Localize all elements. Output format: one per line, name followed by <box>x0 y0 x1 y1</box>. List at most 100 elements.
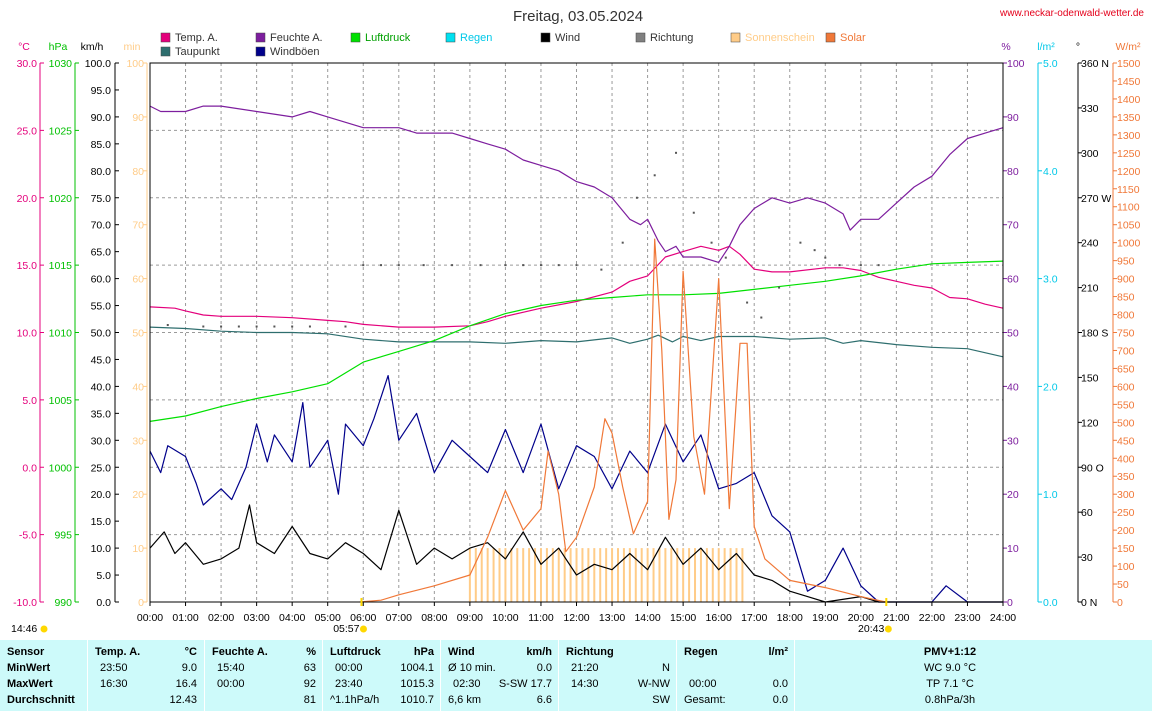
current-time-label: 14:46 <box>11 623 37 635</box>
sunrise-label: 05:57 <box>333 623 359 635</box>
legend-swatch <box>160 32 171 43</box>
direction-dot <box>675 151 678 154</box>
direction-dot <box>397 264 400 267</box>
solar-tick-label: 1150 <box>1117 184 1140 196</box>
time-tick-label: 22:00 <box>919 612 945 624</box>
stats-direction-max: W-NW <box>637 678 670 690</box>
sun-events: 05:57 20:43 14:46 <box>11 598 892 635</box>
solar-tick-label: 1050 <box>1117 220 1141 232</box>
stats-temp-max-time: 16:30 <box>100 678 128 690</box>
direction-dot <box>479 264 482 267</box>
plot-border <box>149 62 1004 603</box>
direction-dot <box>635 196 638 199</box>
solar-tick-label: 850 <box>1117 292 1135 304</box>
humidity-tick-label: 70 <box>1007 220 1019 232</box>
solar-tick-label: 1350 <box>1117 112 1141 124</box>
legend-label: Wind <box>555 32 580 44</box>
time-tick-label: 02:00 <box>208 612 234 624</box>
stats-pressure-col: Luftdruck hPa 00:00 23:40 ^1.1hPa/h 1004… <box>323 640 441 711</box>
pressure-axis-unit: hPa <box>49 41 68 53</box>
pressure-tick-label: 1020 <box>49 193 73 205</box>
stats-pressure-header: Luftdruck <box>330 646 381 658</box>
legend-swatch <box>445 32 456 43</box>
wind-tick-label: 45.0 <box>91 354 112 366</box>
wind-tick-label: 5.0 <box>96 570 111 582</box>
direction-dot <box>166 324 169 327</box>
direction-dot <box>522 264 525 267</box>
stats-pressure-trend: ^1.1hPa/h <box>330 694 380 706</box>
direction-tick-label: 270 W <box>1081 193 1111 205</box>
direction-dot <box>653 174 656 177</box>
sun-tick-label: 100 <box>126 58 144 70</box>
direction-tick-label: 360 N <box>1081 58 1109 70</box>
wind-tick-label: 40.0 <box>91 381 112 393</box>
stats-pressure-avg: 1010.7 <box>400 694 434 706</box>
direction-dot <box>202 325 205 328</box>
solar-tick-label: 800 <box>1117 310 1135 322</box>
stats-pmv-col: PMV+1:12 WC 9.0 °C TP 7.1 °C 0.8hPa/3h <box>795 640 1152 711</box>
pressure-tick-label: 995 <box>54 530 72 542</box>
time-tick-label: 19:00 <box>812 612 838 624</box>
stats-pressure-max: 1015.3 <box>400 678 434 690</box>
time-tick-label: 08:00 <box>421 612 447 624</box>
time-tick-label: 00:00 <box>137 612 163 624</box>
time-tick-label: 07:00 <box>386 612 412 624</box>
humidity-tick-label: 80 <box>1007 166 1019 178</box>
wind-tick-label: 90.0 <box>91 112 112 124</box>
site-link[interactable]: www.neckar-odenwald-wetter.de <box>999 8 1144 19</box>
rain-tick-label: 3.0 <box>1043 274 1058 286</box>
stats-direction-min-time: 21:20 <box>571 662 599 674</box>
wind-tick-label: 30.0 <box>91 435 112 447</box>
direction-tick-label: 210 <box>1081 283 1099 295</box>
legend-label: Feuchte A. <box>270 32 323 44</box>
direction-dot <box>710 241 713 244</box>
solar-tick-label: 1300 <box>1117 130 1141 142</box>
time-tick-label: 17:00 <box>741 612 767 624</box>
direction-tick-label: 150 <box>1081 372 1099 384</box>
direction-tick-label: 120 <box>1081 417 1099 429</box>
sun-tick-label: 10 <box>132 543 144 555</box>
wind-tick-label: 95.0 <box>91 85 112 97</box>
solar-tick-label: 550 <box>1117 399 1135 411</box>
humidity-tick-label: 30 <box>1007 435 1019 447</box>
direction-dot <box>859 264 862 267</box>
pressure-tick-label: 1005 <box>49 395 73 407</box>
stats-wind-avg-label: Ø 10 min. <box>448 662 496 674</box>
temp-tick-label: 30.0 <box>17 58 38 70</box>
solar-tick-label: 650 <box>1117 363 1135 375</box>
stats-pressure-unit: hPa <box>413 646 434 658</box>
humidity-tick-label: 40 <box>1007 381 1019 393</box>
wind-tick-label: 65.0 <box>91 247 112 259</box>
stats-temp-max: 16.4 <box>175 678 197 690</box>
legend-label: Luftdruck <box>365 32 411 44</box>
wind-tick-label: 60.0 <box>91 274 112 286</box>
time-tick-label: 10:00 <box>492 612 518 624</box>
series-line-feuchte-a- <box>149 105 1004 263</box>
time-tick-label: 11:00 <box>528 612 554 624</box>
stats-sensor-col: Sensor MinWert MaxWert Durchschnitt <box>0 640 88 711</box>
solar-tick-label: 1250 <box>1117 148 1141 160</box>
direction-dot <box>291 325 294 328</box>
temp-tick-label: 0.0 <box>22 462 37 474</box>
current-sun-icon <box>40 625 48 633</box>
sun-tick-label: 0 <box>138 597 144 609</box>
rain-tick-label: 5.0 <box>1043 58 1058 70</box>
legend-swatch <box>730 32 741 43</box>
sun-tick-label: 40 <box>132 381 144 393</box>
humidity-tick-label: 20 <box>1007 489 1019 501</box>
stats-rain-unit: l/m² <box>768 646 788 658</box>
direction-dot <box>504 264 507 267</box>
series-line-windb-en <box>149 375 1003 603</box>
stats-direction-max-time: 14:30 <box>571 678 599 690</box>
rain-tick-label: 0.0 <box>1043 597 1058 609</box>
stats-direction-header: Richtung <box>566 646 614 658</box>
solar-tick-label: 1450 <box>1117 76 1141 88</box>
direction-axis-unit: ° <box>1076 41 1080 53</box>
solar-tick-label: 950 <box>1117 256 1135 268</box>
solar-tick-label: 500 <box>1117 417 1135 429</box>
direction-dot <box>220 325 223 328</box>
wind-tick-label: 85.0 <box>91 139 112 151</box>
series-line-solar <box>359 238 886 603</box>
stats-pmv-line-1: WC 9.0 °C <box>923 662 977 674</box>
stats-rain-max: 0.0 <box>772 678 788 690</box>
